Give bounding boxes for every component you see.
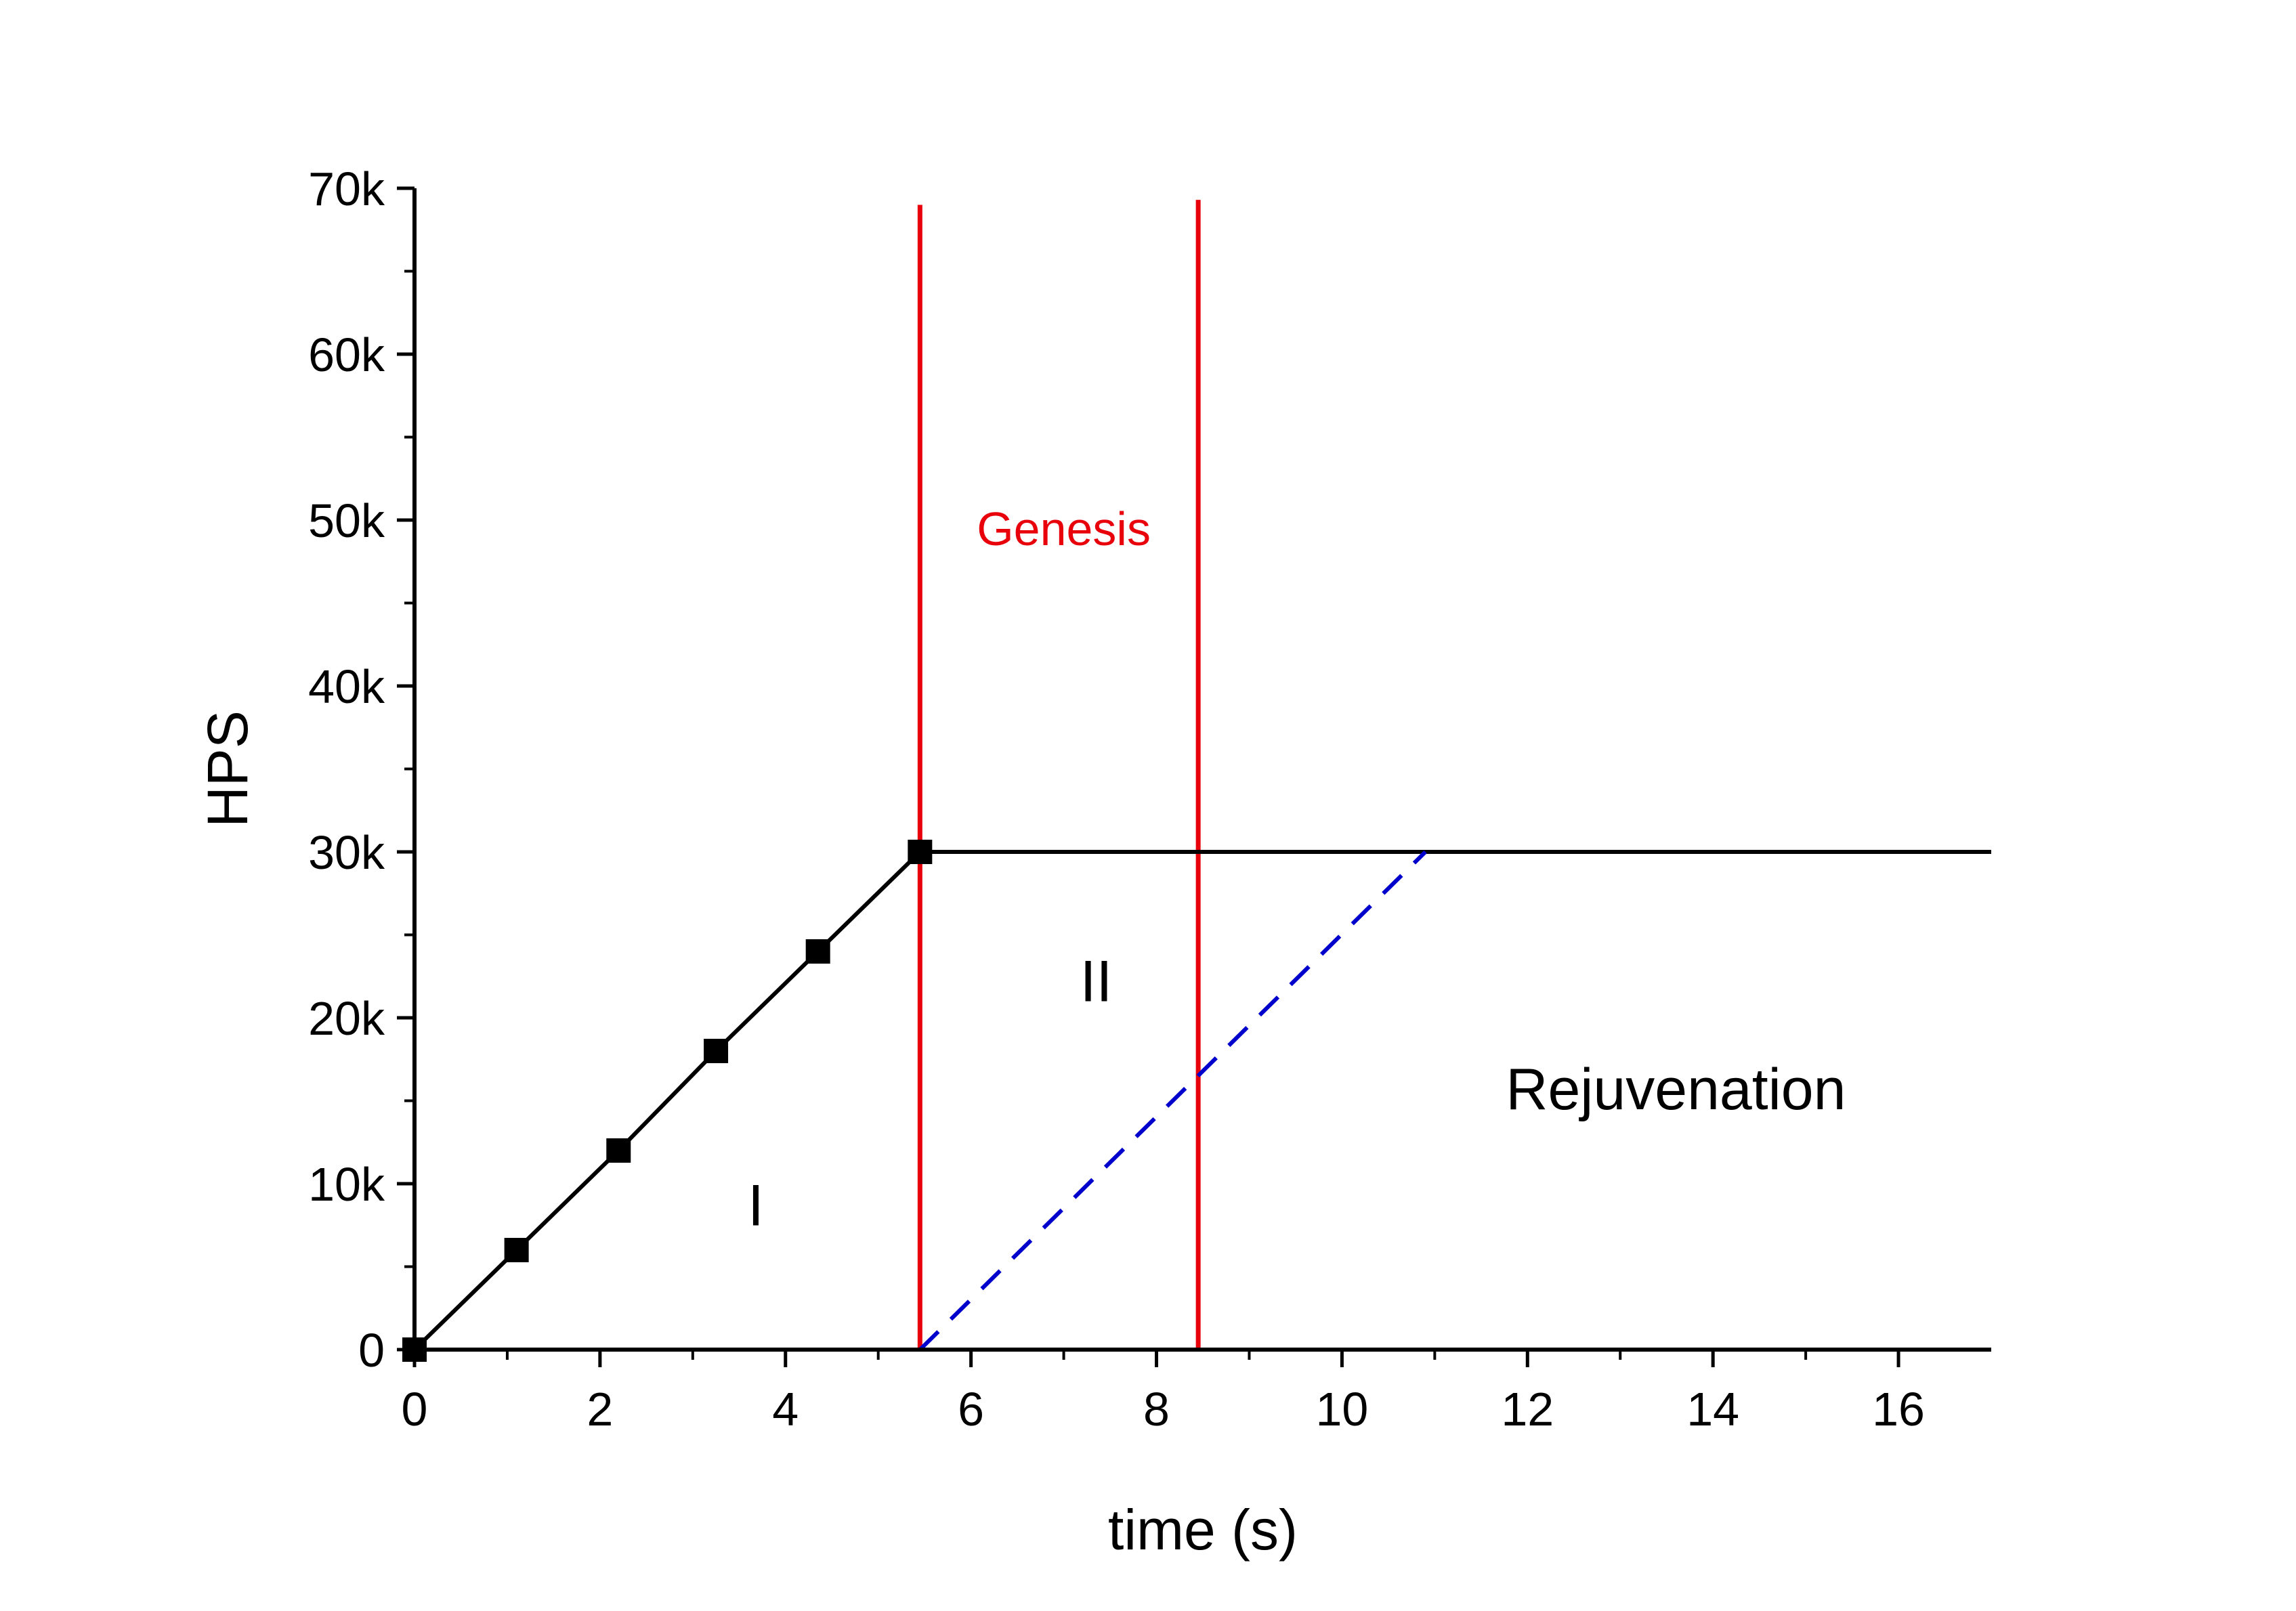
data-point-marker <box>805 939 830 964</box>
y-tick-label: 50k <box>308 494 385 547</box>
y-tick-label: 60k <box>308 328 385 381</box>
y-tick-label: 0 <box>358 1324 385 1377</box>
series-line <box>412 850 922 1352</box>
y-tick-label: 30k <box>308 826 385 879</box>
annotation-label: I <box>748 1173 764 1238</box>
annotation-label: Genesis <box>977 502 1151 555</box>
y-tick-label: 20k <box>308 992 385 1045</box>
x-tick-label: 4 <box>772 1383 799 1436</box>
x-tick-label: 6 <box>958 1383 984 1436</box>
x-axis-label: time (s) <box>1108 1498 1298 1562</box>
data-point-marker <box>704 1039 729 1063</box>
x-tick-label: 8 <box>1143 1383 1170 1436</box>
y-tick-label: 10k <box>308 1158 385 1211</box>
y-axis-label: HPS <box>196 710 259 828</box>
plot-content <box>402 200 1991 1362</box>
x-tick-label: 16 <box>1872 1383 1925 1436</box>
x-tick-label: 12 <box>1501 1383 1554 1436</box>
dashed-series-line <box>918 850 1427 1352</box>
y-tick-label: 40k <box>308 660 385 713</box>
x-tick-label: 10 <box>1315 1383 1368 1436</box>
x-tick-label: 0 <box>402 1383 428 1436</box>
data-point-marker <box>606 1138 631 1163</box>
axes: 0 2 4 6 8 10 12 14 16 0 10k 20k 30k 40k 50k 60k 70k <box>308 163 1991 1436</box>
y-tick-label: 70k <box>308 163 385 215</box>
x-tick-label: 14 <box>1686 1383 1739 1436</box>
x-tick-label: 2 <box>587 1383 613 1436</box>
annotation-label: Rejuvenation <box>1506 1057 1846 1122</box>
annotation-label: II <box>1080 949 1113 1014</box>
data-point-marker <box>504 1238 529 1262</box>
